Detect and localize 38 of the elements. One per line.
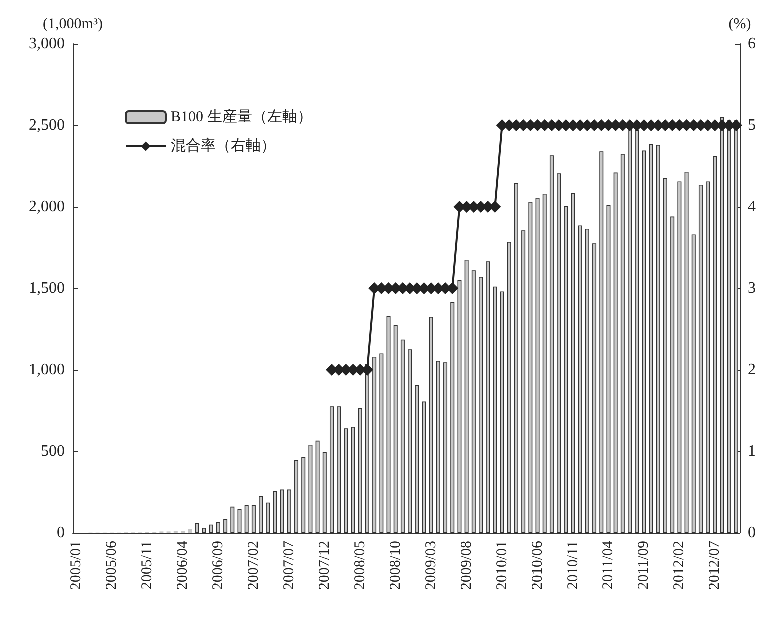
x-tick-label: 2007/12 xyxy=(316,541,333,590)
x-tick-label: 2005/06 xyxy=(104,540,120,590)
x-tick-label: 2008/05 xyxy=(352,541,368,590)
y-tick-label: 2,000 xyxy=(29,198,65,216)
x-tick-label: 2012/07 xyxy=(707,540,724,590)
y-tick-label: 0 xyxy=(57,524,65,542)
x-tick-label: 2010/06 xyxy=(530,540,546,590)
y-axis-title: (1,000m³) xyxy=(43,16,103,32)
y2-tick-label: 4 xyxy=(748,198,756,216)
x-tick-label: 2009/08 xyxy=(458,541,475,590)
y-tick-label: 2,500 xyxy=(29,117,65,134)
x-tick-label: 2005/11 xyxy=(140,541,156,590)
x-tick-label: 2009/03 xyxy=(423,541,440,590)
y2-tick-label: 0 xyxy=(748,524,756,542)
x-tick-label: 2008/10 xyxy=(388,541,404,590)
y2-tick-label: 5 xyxy=(748,117,756,134)
x-tick-label: 2006/09 xyxy=(210,541,226,590)
x-tick-label: 2007/07 xyxy=(281,540,298,590)
bar xyxy=(188,529,192,533)
y-tick-label: 3,000 xyxy=(29,36,65,52)
y2-tick-label: 2 xyxy=(748,362,756,378)
x-tick-label: 2010/01 xyxy=(494,541,510,590)
x-tick-label: 2007/02 xyxy=(246,541,262,590)
y2-tick-label: 6 xyxy=(748,36,756,52)
y-tick-label: 1,000 xyxy=(29,362,65,378)
y2-axis-title: (%) xyxy=(728,16,752,32)
legend-label: 混合率（右軸） xyxy=(171,138,276,154)
y2-tick-label: 1 xyxy=(748,443,756,460)
x-tick-label: 2006/04 xyxy=(174,540,191,590)
legend-label: B100 生産量（左軸） xyxy=(171,108,312,126)
y-tick-label: 500 xyxy=(41,443,65,460)
x-tick-label: 2011/09 xyxy=(636,541,652,590)
x-tick-label: 2005/01 xyxy=(68,541,85,590)
x-tick-label: 2010/11 xyxy=(565,541,582,590)
x-tick-label: 2011/04 xyxy=(600,540,617,590)
y-tick-label: 1,500 xyxy=(29,280,65,297)
x-tick-label: 2012/02 xyxy=(672,541,688,590)
y2-tick-label: 3 xyxy=(748,280,756,297)
